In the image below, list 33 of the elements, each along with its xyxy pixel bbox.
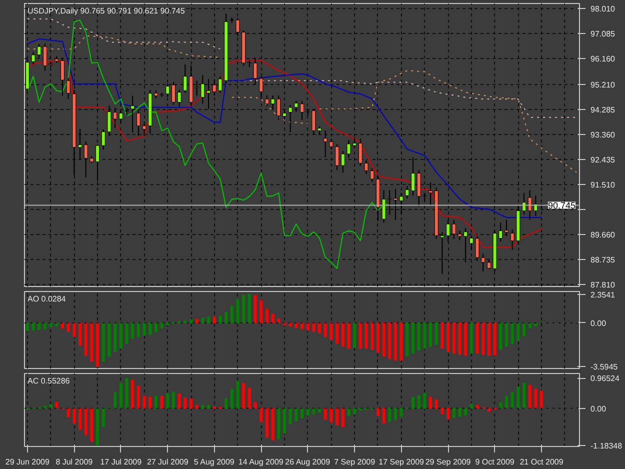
y-tick-label: 89.660 <box>590 230 616 240</box>
x-tick-label: 29 Jun 2009 <box>5 458 50 466</box>
y-tick-label: 97.085 <box>590 30 616 39</box>
y-tick-label: 87.810 <box>590 280 616 290</box>
y-tick-label: 95.210 <box>590 80 616 90</box>
x-tick-label: 17 Jul 2009 <box>100 458 142 466</box>
chart-title: USDJPY,Daily 90.765 90.791 90.621 90.745 <box>28 6 186 16</box>
x-tick-label: 27 Jul 2009 <box>146 458 189 466</box>
x-tick-label: 8 Jul 2009 <box>56 458 94 466</box>
y-tick-label: 98.010 <box>590 4 616 14</box>
y-tick-label: 2.3541 <box>590 290 616 300</box>
x-tick-label: 7 Sep 2009 <box>334 458 376 466</box>
y-tick-label: 88.735 <box>590 256 616 265</box>
y-tick-label: 0.00 <box>590 404 607 414</box>
ref-line-label: 90.745 <box>548 200 576 211</box>
y-tick-label: 91.510 <box>590 180 616 190</box>
chart-title: AC 0.55286 <box>28 376 70 386</box>
y-tick-label: -1.18348 <box>590 441 623 450</box>
x-tick-label: 9 Oct 2009 <box>475 458 515 466</box>
y-tick-label: 0.00 <box>590 318 607 328</box>
y-tick-label: 93.360 <box>590 130 616 140</box>
y-tick-label: 92.435 <box>590 155 616 164</box>
y-tick-label: -3.5945 <box>590 362 618 372</box>
x-tick-label: 21 Oct 2009 <box>520 458 564 466</box>
chart-title: AO 0.0284 <box>28 294 66 304</box>
y-tick-label: 0.96524 <box>590 374 620 384</box>
x-tick-label: 14 Aug 2009 <box>238 458 284 466</box>
x-tick-label: 5 Aug 2009 <box>194 458 235 466</box>
y-tick-label: 96.160 <box>590 54 616 64</box>
x-tick-label: 29 Sep 2009 <box>425 458 472 466</box>
x-tick-label: 26 Aug 2009 <box>285 458 331 466</box>
x-tick-label: 17 Sep 2009 <box>378 458 425 466</box>
y-tick-label: 94.285 <box>590 105 616 114</box>
